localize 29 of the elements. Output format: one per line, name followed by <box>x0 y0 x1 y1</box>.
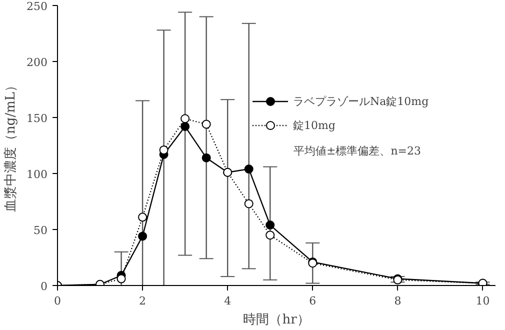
point <box>180 114 190 124</box>
point <box>202 120 211 129</box>
point <box>244 164 254 174</box>
point <box>180 122 190 131</box>
x-tick-label: 0 <box>54 294 61 308</box>
x-tick-label: 6 <box>309 294 316 308</box>
point <box>159 145 168 154</box>
point <box>266 220 275 230</box>
y-tick-label: 200 <box>26 56 48 69</box>
point <box>116 274 126 284</box>
legend-label: 錠10mg <box>293 118 336 132</box>
point <box>138 232 148 241</box>
y-tick-label: 100 <box>26 168 48 181</box>
point <box>244 199 254 208</box>
x-tick-label: 2 <box>139 294 146 308</box>
y-tick-label: 50 <box>34 224 48 237</box>
y-tick-label: 150 <box>26 112 48 125</box>
x-tick-label: 10 <box>476 294 490 308</box>
x-tick-label: 4 <box>224 294 232 308</box>
y-tick-label: 250 <box>26 0 48 13</box>
y-tick-label: 0 <box>40 280 48 293</box>
x-axis-title: 時間（hr） <box>243 312 310 328</box>
legend-label: ラベプラゾールNa錠10mg <box>293 94 429 108</box>
x-tick-label: 8 <box>394 294 402 308</box>
point <box>266 230 275 240</box>
point <box>202 153 211 162</box>
point <box>138 212 148 222</box>
annotation: 平均値±標準偏差、n=23 <box>294 144 422 158</box>
y-axis-title: 血漿中濃度（ng/mL） <box>2 78 19 212</box>
